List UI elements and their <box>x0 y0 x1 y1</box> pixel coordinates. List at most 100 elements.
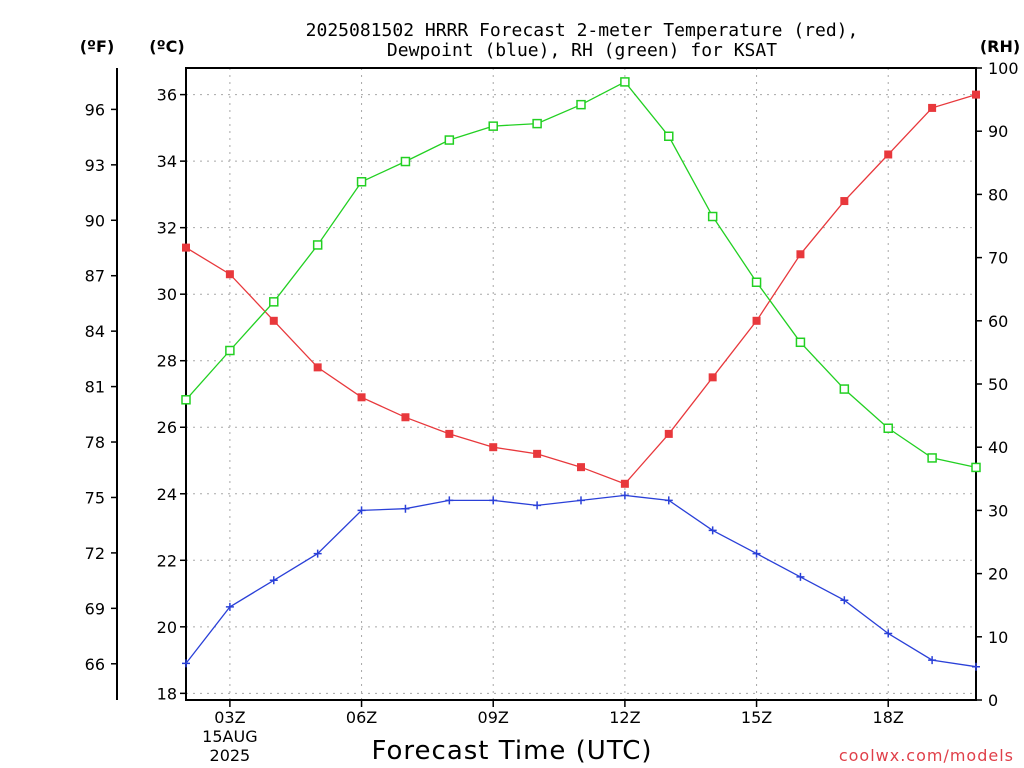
rh-point <box>883 423 893 433</box>
fahrenheit-tick-label: 75 <box>85 488 105 507</box>
rh-tick-label: 40 <box>988 438 1008 457</box>
chart-title-line2: Dewpoint (blue), RH (green) for KSAT <box>387 40 777 61</box>
rh-point <box>927 453 937 463</box>
temperature-point <box>401 413 410 422</box>
y-ticks-fahrenheit: 66 69 72 75 78 81 84 87 90 93 96 <box>85 100 117 674</box>
temperature-point <box>182 243 190 252</box>
credit-text: coolwx.com/models <box>839 746 1014 765</box>
rh-point <box>620 77 630 87</box>
celsius-tick-label: 30 <box>157 285 177 304</box>
temperature-point <box>708 373 717 382</box>
temperature-point <box>972 90 980 99</box>
rh-tick-label: 20 <box>988 565 1008 584</box>
rh-tick-label: 10 <box>988 628 1008 647</box>
celsius-tick-label: 18 <box>157 684 177 703</box>
x-date-label: 2025 <box>210 746 251 765</box>
temperature-point <box>489 443 498 452</box>
rh-point <box>971 462 981 473</box>
rh-point <box>444 135 455 145</box>
rh-point <box>664 131 674 142</box>
fahrenheit-tick-label: 87 <box>85 267 105 286</box>
rh-tick-label: 50 <box>988 375 1008 394</box>
grid-lines <box>186 68 976 700</box>
celsius-tick-label: 20 <box>157 618 177 637</box>
dewpoint-point <box>884 629 893 638</box>
rh-point <box>751 277 762 287</box>
rh-tick-label: 30 <box>988 501 1008 520</box>
fahrenheit-tick-label: 84 <box>85 322 105 341</box>
x-tick-label: 18Z <box>873 708 904 727</box>
dewpoint-point <box>269 576 278 585</box>
rh-point <box>576 99 586 110</box>
temperature-point <box>796 250 805 259</box>
rh-point <box>356 177 367 187</box>
chart-title-line1: 2025081502 HRRR Forecast 2-meter Tempera… <box>306 20 859 41</box>
rh-point <box>225 345 235 356</box>
x-date-label: 15AUG <box>202 727 257 746</box>
fahrenheit-tick-label: 66 <box>85 655 105 674</box>
celsius-tick-label: 34 <box>157 152 177 171</box>
celsius-unit-label: (ºC) <box>149 37 184 56</box>
temperature-point <box>225 270 234 279</box>
axes <box>116 67 977 701</box>
fahrenheit-tick-label: 69 <box>85 599 105 618</box>
dewpoint-point <box>972 662 980 671</box>
temperature-point <box>620 479 629 488</box>
rh-point <box>488 121 498 131</box>
temperature-point <box>269 316 278 325</box>
temperature-point <box>664 429 673 438</box>
rh-point <box>839 384 850 394</box>
rh-point <box>312 240 323 250</box>
dewpoint-point <box>445 496 454 505</box>
celsius-tick-label: 28 <box>157 352 177 371</box>
x-tick-label: 15Z <box>741 708 772 727</box>
plot-frame <box>185 67 977 701</box>
temperature-point <box>313 363 322 372</box>
rh-tick-label: 70 <box>988 249 1008 268</box>
rh-point <box>269 297 279 307</box>
rh-tick-label: 90 <box>988 122 1008 141</box>
fahrenheit-unit-label: (ºF) <box>80 37 115 56</box>
temperature-point <box>928 103 937 112</box>
rh-tick-label: 80 <box>988 185 1008 204</box>
rh-point <box>400 156 411 167</box>
rh-tick-label: 60 <box>988 312 1008 331</box>
dewpoint-point <box>840 596 849 605</box>
temperature-point <box>577 463 585 472</box>
x-tick-label: 03Z <box>214 708 245 727</box>
celsius-tick-label: 32 <box>157 219 177 238</box>
x-tick-label: 09Z <box>478 708 509 727</box>
dewpoint-point <box>225 602 234 611</box>
fahrenheit-tick-label: 96 <box>85 100 105 119</box>
fahrenheit-tick-label: 90 <box>85 211 105 230</box>
rh-point <box>707 211 718 222</box>
dewpoint-point <box>489 496 498 505</box>
celsius-tick-label: 26 <box>157 418 177 437</box>
rh-point <box>181 395 191 405</box>
celsius-tick-label: 22 <box>157 551 177 570</box>
dewpoint-point <box>752 549 761 558</box>
dewpoint-point <box>533 501 542 510</box>
fahrenheit-tick-label: 93 <box>85 156 105 175</box>
dewpoint-point <box>796 572 805 581</box>
dewpoint-point <box>182 659 190 668</box>
rh-tick-label: 100 <box>988 59 1019 78</box>
y-ticks-celsius: 18 20 22 24 26 28 30 32 34 36 <box>157 86 186 703</box>
rh-point <box>795 337 806 348</box>
x-axis-title: Forecast Time (UTC) <box>371 736 652 766</box>
dewpoint-point <box>401 504 410 513</box>
dewpoint-point <box>577 496 585 505</box>
dewpoint-line <box>185 494 977 668</box>
fahrenheit-tick-label: 78 <box>85 433 105 452</box>
fahrenheit-tick-label: 72 <box>85 544 105 563</box>
celsius-tick-label: 36 <box>157 86 177 105</box>
data-series <box>181 77 981 671</box>
temperature-point <box>533 449 542 458</box>
rh-tick-label: 0 <box>988 691 998 710</box>
dewpoint-point <box>620 491 629 500</box>
celsius-tick-label: 24 <box>157 485 177 504</box>
rh-point <box>532 118 542 129</box>
temperature-line <box>185 93 977 485</box>
